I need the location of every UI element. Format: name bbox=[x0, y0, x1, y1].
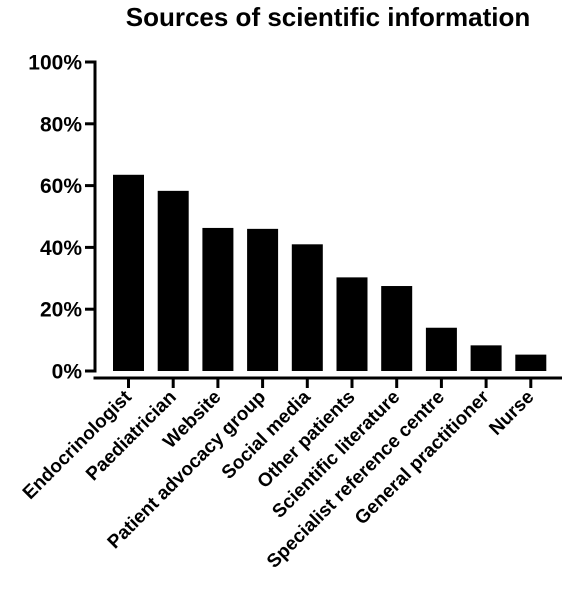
y-tick-label: 80% bbox=[40, 113, 82, 136]
bar bbox=[381, 286, 413, 371]
bar bbox=[291, 244, 323, 371]
y-axis: 0% 20% 40% 60% 80% 100% bbox=[28, 52, 97, 384]
y-tick-label: 20% bbox=[40, 299, 82, 322]
bar bbox=[336, 277, 368, 371]
x-axis bbox=[93, 376, 562, 388]
y-tick-label: 60% bbox=[40, 175, 82, 198]
y-tick-label: 40% bbox=[40, 237, 82, 260]
bar bbox=[157, 190, 189, 371]
bar bbox=[515, 354, 547, 371]
bar bbox=[113, 174, 144, 371]
y-tick-label: 100% bbox=[28, 52, 82, 75]
x-tick-labels: EndocrinologistPaediatricianWebsitePatie… bbox=[19, 386, 538, 572]
bar bbox=[247, 228, 279, 371]
bars bbox=[113, 174, 547, 371]
y-tick-label: 0% bbox=[52, 361, 83, 384]
bar bbox=[202, 227, 234, 371]
x-tick-label: Nurse bbox=[485, 387, 538, 440]
bar bbox=[470, 345, 502, 371]
chart-title: Sources of scientific information bbox=[126, 2, 531, 32]
bar bbox=[425, 327, 457, 371]
